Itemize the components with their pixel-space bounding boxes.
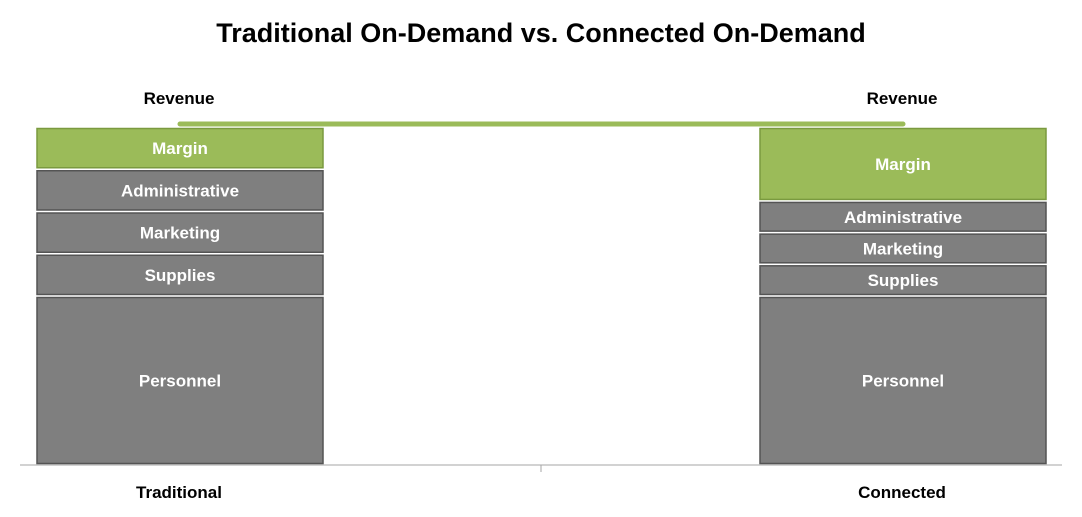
- bar-segment-connected-marketing: [759, 233, 1047, 264]
- segment-label-traditional-supplies: Supplies: [145, 266, 216, 285]
- revenue-label-connected: Revenue: [867, 89, 938, 108]
- bar-segment-traditional-margin: [36, 127, 324, 169]
- segment-label-connected-personnel: Personnel: [862, 372, 944, 391]
- segment-label-connected-margin: Margin: [875, 155, 931, 174]
- category-label-traditional: Traditional: [136, 483, 222, 502]
- segment-label-traditional-marketing: Marketing: [140, 224, 220, 243]
- chart-title: Traditional On-Demand vs. Connected On-D…: [216, 18, 866, 48]
- segment-label-connected-administrative: Administrative: [844, 208, 962, 227]
- category-label-connected: Connected: [858, 483, 946, 502]
- revenue-label-traditional: Revenue: [144, 89, 215, 108]
- bar-segment-traditional-supplies: [36, 254, 324, 296]
- segment-label-traditional-administrative: Administrative: [121, 181, 239, 200]
- bar-segment-traditional-administrative: [36, 170, 324, 211]
- bar-segment-connected-personnel: [759, 296, 1047, 465]
- segment-label-traditional-personnel: Personnel: [139, 372, 221, 391]
- bar-segment-connected-administrative: [759, 201, 1047, 232]
- bar-segment-traditional-personnel: [36, 296, 324, 465]
- bar-segment-connected-supplies: [759, 265, 1047, 296]
- segment-label-connected-supplies: Supplies: [868, 271, 939, 290]
- segment-label-traditional-margin: Margin: [152, 139, 208, 158]
- segment-label-connected-marketing: Marketing: [863, 239, 943, 258]
- bar-segment-connected-margin: [759, 127, 1047, 201]
- bar-segment-traditional-marketing: [36, 212, 324, 253]
